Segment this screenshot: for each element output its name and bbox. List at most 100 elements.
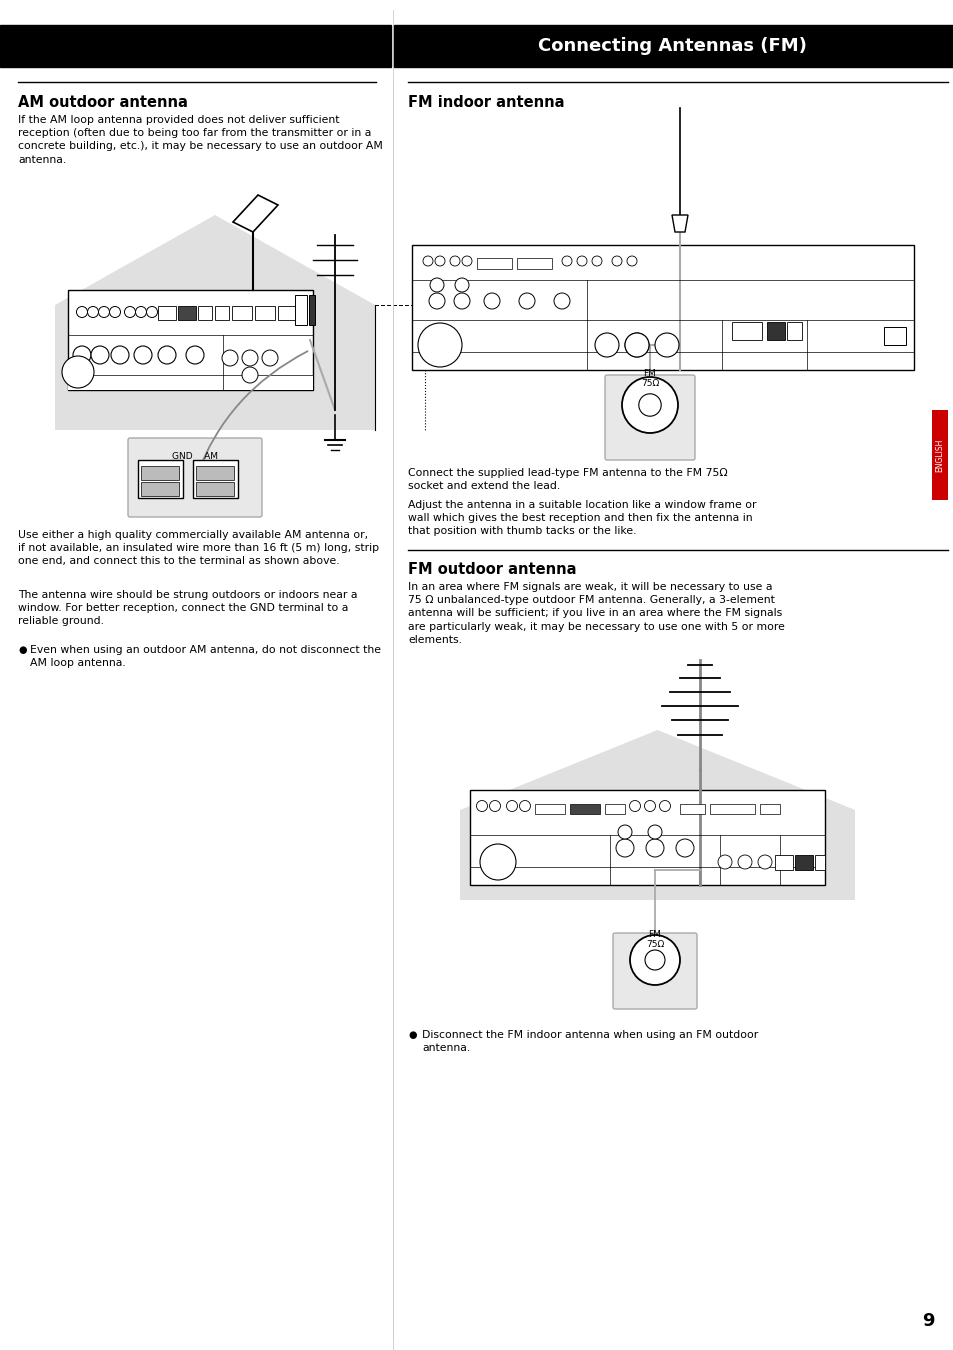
Text: 9: 9 [922, 1312, 934, 1330]
Circle shape [612, 256, 621, 266]
Text: FM
75Ω: FM 75Ω [640, 369, 659, 389]
Bar [517, 258, 552, 269]
Circle shape [186, 346, 204, 365]
Circle shape [455, 278, 469, 292]
Text: Connect the supplied lead-type FM antenna to the FM 75Ω
socket and extend the le: Connect the supplied lead-type FM antenn… [408, 468, 727, 491]
Circle shape [624, 333, 648, 356]
Text: Connecting Antennas (FM): Connecting Antennas (FM) [537, 36, 805, 55]
Polygon shape [671, 215, 687, 232]
Text: In an area where FM signals are weak, it will be necessary to use a
75 Ω unbalan: In an area where FM signals are weak, it… [408, 582, 784, 645]
Circle shape [73, 346, 91, 365]
Circle shape [429, 293, 444, 309]
Circle shape [450, 256, 459, 266]
Bar [68, 375, 313, 390]
Bar [214, 306, 229, 320]
Bar [309, 296, 314, 325]
Polygon shape [55, 215, 375, 431]
Circle shape [718, 855, 731, 869]
Circle shape [639, 394, 660, 416]
Bar [476, 258, 512, 269]
Bar [254, 306, 274, 320]
Circle shape [655, 333, 679, 356]
Bar [731, 323, 761, 340]
Circle shape [595, 333, 618, 356]
Circle shape [62, 356, 94, 387]
Text: Even when using an outdoor AM antenna, do not disconnect the
AM loop antenna.: Even when using an outdoor AM antenna, d… [30, 645, 380, 668]
Circle shape [592, 256, 601, 266]
Text: FM
75Ω: FM 75Ω [645, 930, 663, 949]
Text: Adjust the antenna in a suitable location like a window frame or
wall which give: Adjust the antenna in a suitable locatio… [408, 500, 756, 536]
Circle shape [98, 306, 110, 317]
Bar [158, 306, 175, 320]
Circle shape [158, 346, 175, 365]
Bar [709, 805, 754, 814]
Bar [198, 306, 212, 320]
Bar [232, 306, 252, 320]
Circle shape [659, 801, 670, 811]
Circle shape [519, 801, 530, 811]
Bar [0, 26, 391, 68]
Bar [786, 323, 801, 340]
Bar [774, 855, 792, 869]
Text: GND    AM: GND AM [172, 452, 218, 460]
Bar [412, 244, 913, 370]
Polygon shape [233, 194, 277, 232]
Circle shape [110, 306, 120, 317]
Bar [569, 805, 599, 814]
Bar [931, 410, 947, 500]
Circle shape [125, 306, 135, 317]
Bar [178, 306, 195, 320]
Circle shape [738, 855, 751, 869]
Circle shape [577, 256, 586, 266]
Text: The antenna wire should be strung outdoors or indoors near a
window. For better : The antenna wire should be strung outdoo… [18, 590, 357, 626]
Circle shape [91, 346, 109, 365]
Bar [193, 460, 237, 498]
Circle shape [561, 256, 572, 266]
Circle shape [758, 855, 771, 869]
Bar [814, 855, 824, 869]
Circle shape [629, 801, 639, 811]
Bar [604, 805, 624, 814]
Circle shape [476, 801, 487, 811]
FancyBboxPatch shape [604, 375, 695, 460]
Text: AM outdoor antenna: AM outdoor antenna [18, 95, 188, 109]
Bar [195, 482, 233, 495]
Bar [760, 805, 780, 814]
Circle shape [430, 278, 443, 292]
Circle shape [417, 323, 461, 367]
Circle shape [618, 825, 631, 838]
Text: ENGLISH: ENGLISH [935, 439, 943, 471]
Text: FM outdoor antenna: FM outdoor antenna [408, 562, 576, 576]
Bar [679, 805, 704, 814]
FancyBboxPatch shape [128, 437, 262, 517]
Bar [394, 26, 953, 68]
Bar [416, 281, 537, 292]
Bar [766, 323, 784, 340]
Bar [883, 327, 905, 346]
Text: If the AM loop antenna provided does not deliver sufficient
reception (often due: If the AM loop antenna provided does not… [18, 115, 382, 165]
Circle shape [435, 256, 444, 266]
Bar [141, 482, 179, 495]
Circle shape [111, 346, 129, 365]
Circle shape [647, 825, 661, 838]
Text: ●: ● [18, 645, 27, 655]
Circle shape [147, 306, 157, 317]
Bar [294, 296, 307, 325]
Bar [541, 281, 621, 292]
Circle shape [133, 346, 152, 365]
Circle shape [644, 801, 655, 811]
Circle shape [262, 350, 277, 366]
Bar [277, 306, 297, 320]
Circle shape [76, 306, 88, 317]
Circle shape [616, 838, 634, 857]
Polygon shape [459, 730, 854, 900]
Text: Disconnect the FM indoor antenna when using an FM outdoor
antenna.: Disconnect the FM indoor antenna when us… [421, 1030, 758, 1053]
Circle shape [479, 844, 516, 880]
Circle shape [222, 350, 237, 366]
Bar [141, 466, 179, 481]
Circle shape [644, 950, 664, 971]
Text: Use either a high quality commercially available AM antenna or,
if not available: Use either a high quality commercially a… [18, 531, 378, 567]
Bar [535, 805, 564, 814]
Circle shape [454, 293, 470, 309]
Circle shape [506, 801, 517, 811]
